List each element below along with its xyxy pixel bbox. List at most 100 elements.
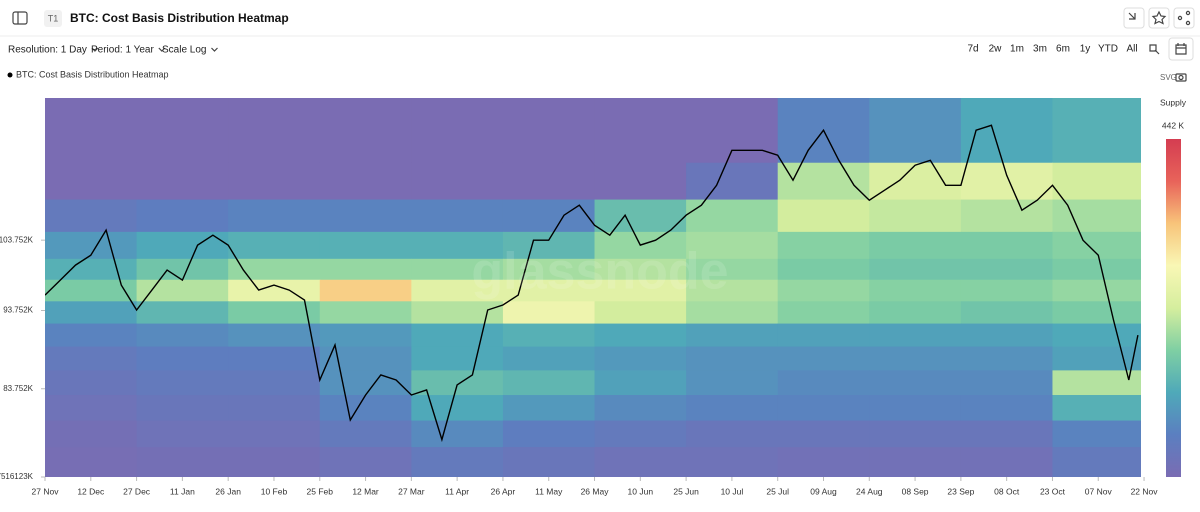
dropdown-caret[interactable]	[211, 47, 218, 52]
heat-cell	[594, 199, 687, 233]
x-tick-label: 26 May	[581, 486, 610, 496]
range-button[interactable]: All	[1126, 44, 1137, 55]
x-tick-label: 10 Feb	[261, 486, 288, 496]
heat-cell	[869, 258, 962, 281]
x-tick-label: 22 Nov	[1131, 486, 1159, 496]
heat-cell	[136, 279, 229, 302]
sidebar-toggle[interactable]	[12, 11, 28, 25]
x-tick-label: 10 Jun	[628, 486, 654, 496]
heat-cell	[869, 370, 962, 396]
range-button[interactable]: 1m	[1010, 44, 1024, 55]
heat-cell	[960, 231, 1053, 260]
x-tick-label: 11 Apr	[445, 486, 469, 496]
heat-cell	[45, 98, 138, 164]
heat-cell	[228, 395, 321, 422]
calendar-icon[interactable]	[1175, 43, 1187, 55]
dropdown[interactable]: Period: 1 Year	[91, 45, 154, 56]
zoom-icon[interactable]	[1149, 44, 1160, 55]
x-tick-label: 11 Jan	[170, 486, 195, 496]
dropdown[interactable]: Resolution: 1 Day	[8, 45, 87, 56]
heat-cell	[411, 370, 504, 396]
heat-cell	[960, 199, 1053, 233]
camera-icon[interactable]	[1175, 73, 1187, 82]
heat-cell	[502, 323, 596, 348]
heat-cell	[45, 346, 138, 371]
range-button[interactable]: 3m	[1033, 44, 1047, 55]
heat-cell	[136, 346, 229, 371]
heat-cell	[594, 420, 687, 448]
x-tick-label: 10 Jul	[721, 486, 744, 496]
heat-cell	[411, 395, 504, 422]
x-tick-label: 11 May	[535, 486, 563, 496]
heat-cell	[228, 231, 321, 260]
heat-cell	[45, 447, 138, 477]
heat-cell	[319, 301, 412, 325]
heat-cell	[960, 420, 1053, 448]
x-tick-label: 27 Mar	[398, 486, 425, 496]
heat-cell	[411, 258, 504, 281]
heat-cell	[136, 447, 229, 477]
x-tick-label: 24 Aug	[856, 486, 883, 496]
heat-cell	[502, 346, 596, 371]
heat-cell	[45, 279, 138, 302]
heat-cell	[777, 279, 870, 302]
heat-cell	[502, 370, 596, 396]
svg-export[interactable]: SVG	[1160, 73, 1177, 82]
heat-cell	[960, 258, 1053, 281]
heat-cell	[1052, 346, 1141, 371]
colorbar-title: Supply	[1160, 97, 1187, 107]
header-icons[interactable]	[1123, 7, 1195, 29]
heat-cell	[686, 447, 779, 477]
heat-cell	[319, 231, 412, 260]
heat-cell	[1052, 301, 1141, 325]
heat-cell	[228, 447, 321, 477]
range-button[interactable]: 2w	[989, 44, 1003, 55]
heat-cell	[777, 420, 870, 448]
heat-cell	[228, 370, 321, 396]
range-button[interactable]: YTD	[1098, 44, 1118, 55]
heat-cell	[777, 258, 870, 281]
heat-cell	[319, 420, 412, 448]
heat-cell	[1052, 199, 1141, 233]
dropdown[interactable]: Scale Log	[162, 45, 206, 56]
dropdown-caret[interactable]	[91, 47, 99, 52]
heat-cell	[45, 323, 138, 348]
heat-cell	[502, 279, 596, 302]
x-tick-label: 26 Apr	[491, 486, 516, 496]
heat-cell	[869, 420, 962, 448]
heat-cell	[319, 370, 412, 396]
heat-cell	[1052, 395, 1141, 422]
heat-cell	[1052, 162, 1141, 201]
colorbar-max-label: 442 K	[1162, 120, 1185, 130]
heat-cell	[594, 370, 687, 396]
heat-cell	[45, 370, 138, 396]
x-tick-label: 23 Oct	[1040, 486, 1066, 496]
heat-cell	[777, 395, 870, 422]
x-tick-label: 08 Sep	[902, 486, 929, 496]
heat-cell	[228, 162, 321, 201]
range-button[interactable]: 7d	[967, 44, 978, 55]
heat-cell	[45, 162, 138, 201]
dropdown-caret[interactable]	[158, 47, 166, 52]
heat-cell	[686, 370, 779, 396]
heat-cell	[411, 162, 504, 201]
heat-cell	[686, 323, 779, 348]
heat-cell	[960, 346, 1053, 371]
calendar-box[interactable]	[1168, 37, 1194, 61]
x-tick-label: 07 Nov	[1085, 486, 1113, 496]
x-tick-label: 09 Aug	[810, 486, 837, 496]
heat-cell	[686, 98, 779, 164]
range-button[interactable]: 1y	[1080, 44, 1091, 55]
heat-cell	[1052, 231, 1141, 260]
heat-cell	[777, 447, 870, 477]
heat-cell	[869, 231, 962, 260]
range-button[interactable]: 6m	[1056, 44, 1070, 55]
heat-cell	[502, 301, 596, 325]
heat-cell	[319, 162, 412, 201]
x-tick-label: 23 Sep	[947, 486, 974, 496]
x-tick-label: 26 Jan	[215, 486, 241, 496]
heat-cell	[319, 279, 412, 302]
heat-cell	[45, 199, 138, 233]
colorbar	[1166, 139, 1181, 477]
heat-cell	[136, 231, 229, 260]
